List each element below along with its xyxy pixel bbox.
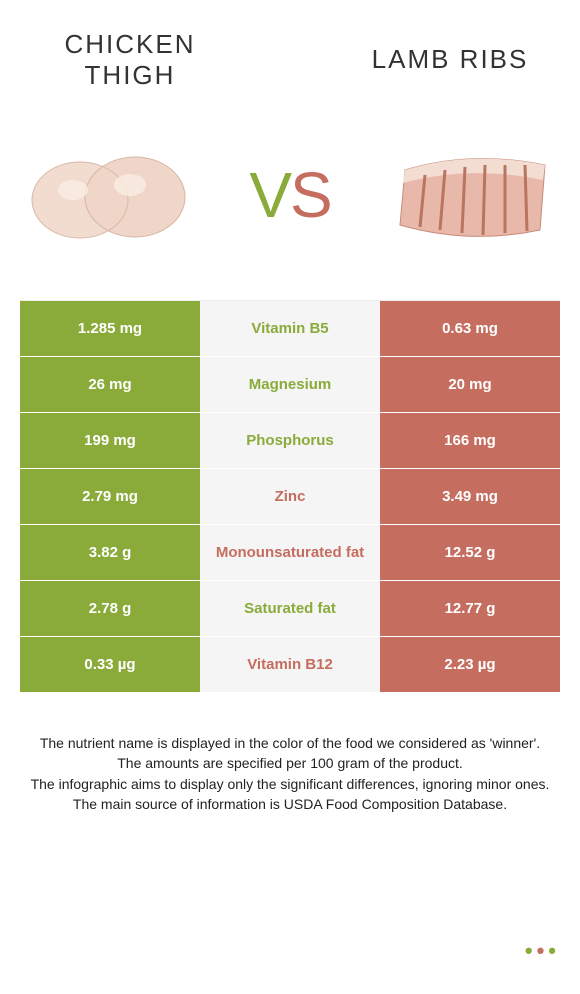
- cell-nutrient-label: Magnesium: [200, 357, 380, 412]
- cell-right-value: 2.23 µg: [380, 637, 560, 692]
- table-row: 0.33 µgVitamin B122.23 µg: [20, 637, 560, 693]
- cell-right-value: 12.52 g: [380, 525, 560, 580]
- cell-left-value: 199 mg: [20, 413, 200, 468]
- table-row: 199 mgPhosphorus166 mg: [20, 413, 560, 469]
- cell-nutrient-label: Vitamin B5: [200, 301, 380, 356]
- cell-right-value: 166 mg: [380, 413, 560, 468]
- footer-line: The infographic aims to display only the…: [22, 774, 558, 794]
- cell-left-value: 26 mg: [20, 357, 200, 412]
- footer-line: The nutrient name is displayed in the co…: [22, 733, 558, 753]
- cell-right-value: 0.63 mg: [380, 301, 560, 356]
- table-row: 2.78 gSaturated fat12.77 g: [20, 581, 560, 637]
- nutrient-table: 1.285 mgVitamin B50.63 mg26 mgMagnesium2…: [20, 300, 560, 693]
- chicken-thigh-image: [20, 125, 200, 265]
- table-row: 3.82 gMonounsaturated fat12.52 g: [20, 525, 560, 581]
- cell-left-value: 2.78 g: [20, 581, 200, 636]
- cell-nutrient-label: Monounsaturated fat: [200, 525, 380, 580]
- header-row: CHICKEN THIGH LAMB RIBS: [0, 0, 580, 110]
- cell-left-value: 3.82 g: [20, 525, 200, 580]
- footer-notes: The nutrient name is displayed in the co…: [0, 693, 580, 814]
- cell-left-value: 2.79 mg: [20, 469, 200, 524]
- cell-right-value: 12.77 g: [380, 581, 560, 636]
- title-left: CHICKEN THIGH: [30, 29, 230, 91]
- cell-nutrient-label: Zinc: [200, 469, 380, 524]
- footer-line: The main source of information is USDA F…: [22, 794, 558, 814]
- cell-left-value: 1.285 mg: [20, 301, 200, 356]
- footer-line: The amounts are specified per 100 gram o…: [22, 753, 558, 773]
- table-row: 1.285 mgVitamin B50.63 mg: [20, 301, 560, 357]
- lamb-ribs-image: [380, 125, 560, 265]
- cell-nutrient-label: Phosphorus: [200, 413, 380, 468]
- vs-v: V: [249, 159, 290, 231]
- table-row: 2.79 mgZinc3.49 mg: [20, 469, 560, 525]
- cell-nutrient-label: Saturated fat: [200, 581, 380, 636]
- title-right: LAMB RIBS: [350, 44, 550, 75]
- cell-right-value: 20 mg: [380, 357, 560, 412]
- vs-s: S: [290, 159, 331, 231]
- vs-label: VS: [249, 158, 330, 232]
- cell-right-value: 3.49 mg: [380, 469, 560, 524]
- cell-nutrient-label: Vitamin B12: [200, 637, 380, 692]
- cell-left-value: 0.33 µg: [20, 637, 200, 692]
- image-row: VS: [0, 110, 580, 300]
- table-row: 26 mgMagnesium20 mg: [20, 357, 560, 413]
- source-dots-icon: •••: [525, 938, 560, 964]
